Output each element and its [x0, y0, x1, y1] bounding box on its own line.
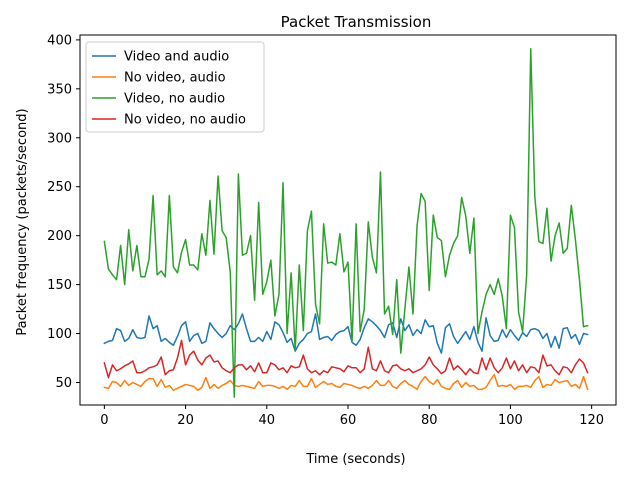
plot-frame: [79, 34, 617, 406]
y-tick-label: 100: [47, 327, 72, 342]
y-tick-label: 350: [47, 82, 72, 97]
y-tick-label: 250: [47, 180, 72, 195]
x-tick-label: 100: [498, 413, 523, 428]
legend-box: [85, 41, 265, 133]
x-tick-label: 80: [421, 413, 438, 428]
y-tick-label: 400: [47, 33, 72, 48]
chart-title: Packet Transmission: [281, 13, 432, 31]
legend-label: No video, audio: [124, 71, 226, 86]
legend-items: Video and audio No video, audio Video, no …: [92, 50, 246, 128]
y-axis-label: Packet frequency (packets/second): [15, 108, 30, 335]
series-line-3: [103, 47, 589, 398]
x-tick-label: 20: [177, 413, 194, 428]
x-ticks: 0 20 40 60 80 100 120: [100, 405, 604, 428]
y-tick-label: 300: [47, 131, 72, 146]
x-tick-label: 120: [579, 413, 604, 428]
y-ticks: 50 100 150 200 250 300 350 400: [47, 33, 80, 391]
legend-label: Video and audio: [124, 50, 229, 65]
series-line-1: [103, 313, 589, 354]
legend: Video and audio No video, audio Video, no …: [85, 41, 265, 133]
y-tick-label: 200: [47, 229, 72, 244]
x-axis-label: Time (seconds): [305, 452, 405, 467]
series-layer: [103, 47, 589, 398]
y-tick-label: 150: [47, 278, 72, 293]
legend-label: No video, no audio: [124, 113, 246, 128]
series-line-2: [103, 373, 589, 392]
x-tick-label: 60: [340, 413, 357, 428]
y-tick-label: 50: [55, 376, 72, 391]
series-line-4: [103, 339, 589, 379]
legend-label: Video, no audio: [124, 92, 225, 107]
x-tick-label: 0: [100, 413, 108, 428]
x-tick-label: 40: [259, 413, 276, 428]
